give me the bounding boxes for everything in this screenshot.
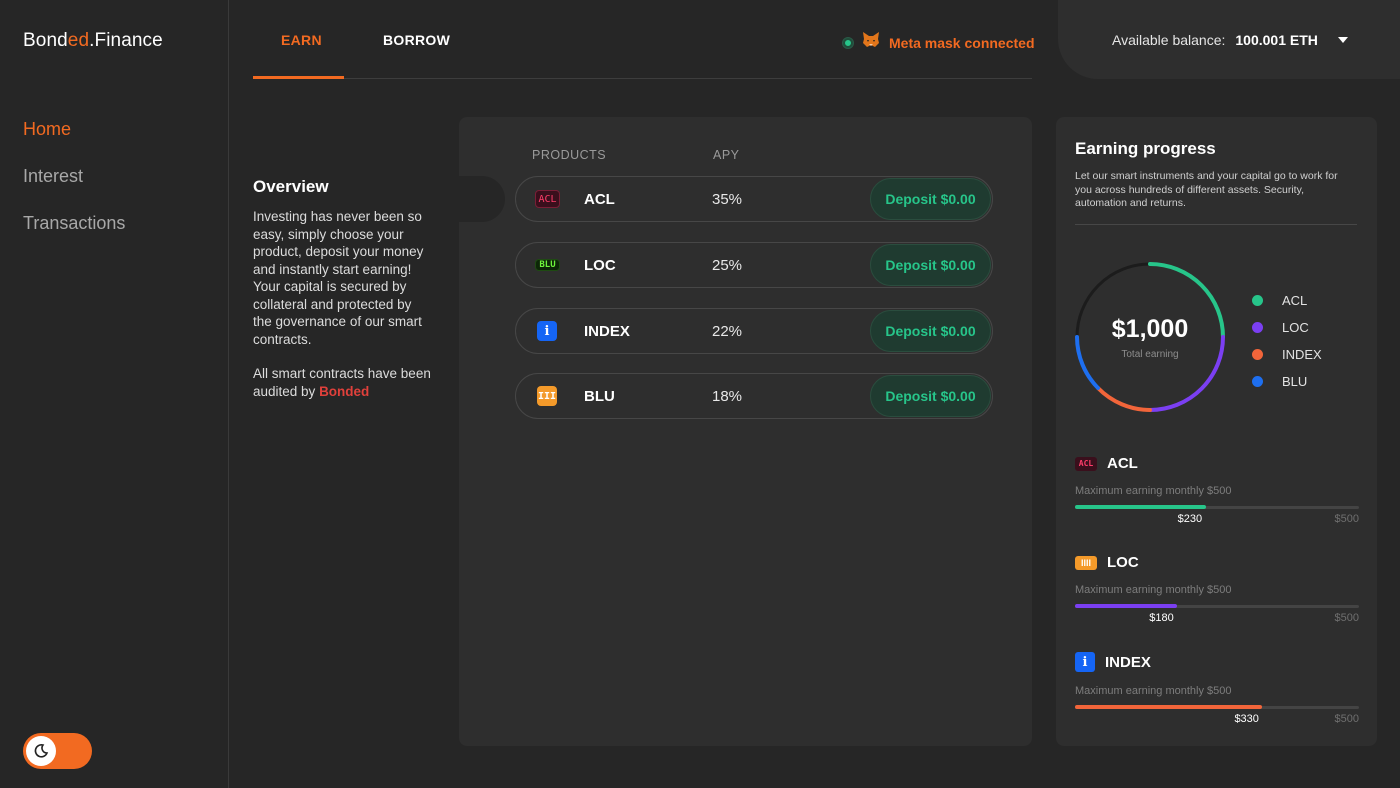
legend-item-blu: BLU	[1252, 368, 1322, 395]
donut-segment-blu	[1075, 335, 1100, 390]
deposit-button-blu[interactable]: Deposit $0.00	[870, 375, 991, 417]
product-name: INDEX	[584, 323, 630, 340]
legend-dot	[1252, 322, 1263, 333]
top-tabs: EARN BORROW	[253, 0, 1032, 79]
chevron-down-icon[interactable]	[1337, 37, 1348, 43]
progress-name: LOC	[1107, 554, 1139, 571]
progress-max: $500	[1334, 612, 1359, 624]
progress-max: $500	[1334, 713, 1359, 725]
overview-title: Overview	[253, 177, 329, 196]
wallet-status: Meta mask connected	[843, 31, 1035, 54]
legend-item-loc: LOC	[1252, 314, 1322, 341]
progress-name: ACL	[1107, 455, 1138, 472]
earning-title: Earning progress	[1075, 139, 1216, 158]
overview-body: Investing has never been so easy, simply…	[253, 209, 424, 347]
deposit-button-loc[interactable]: Deposit $0.00	[870, 244, 991, 286]
blu-icon: BLU	[535, 259, 560, 271]
legend-dot	[1252, 376, 1263, 387]
product-name: ACL	[584, 191, 615, 208]
balance-value: 100.001 ETH	[1235, 32, 1318, 48]
audit-note: All smart contracts have been audited by…	[253, 366, 431, 399]
progress-name: INDEX	[1105, 653, 1151, 671]
donut-segment-loc	[1148, 335, 1225, 412]
audit-brand-link[interactable]: Bonded	[319, 383, 370, 399]
deposit-button-index[interactable]: Deposit $0.00	[870, 310, 991, 352]
panel-notch	[459, 176, 505, 222]
bars-icon: IIII	[1075, 555, 1097, 570]
product-row-acl[interactable]: ACL ACL 35% Deposit $0.00	[515, 176, 993, 222]
progress-acl: ACL ACL Maximum earning monthly $500 $23…	[1075, 455, 1359, 529]
products-panel: PRODUCTS APY ACL ACL 35% Deposit $0.00 B…	[459, 117, 1032, 746]
sidebar-item-interest[interactable]: Interest	[23, 166, 84, 186]
progress-fill	[1075, 604, 1178, 608]
progress-index: i INDEX Maximum earning monthly $500 $33…	[1075, 652, 1359, 729]
progress-track	[1075, 505, 1359, 509]
tab-borrow[interactable]: BORROW	[383, 32, 451, 48]
active-tab-indicator	[253, 76, 344, 79]
progress-track	[1075, 705, 1359, 709]
tab-earn[interactable]: EARN	[281, 32, 322, 48]
progress-max: $500	[1334, 513, 1359, 525]
earning-donut-chart	[1075, 262, 1225, 412]
legend-item-acl: ACL	[1252, 287, 1322, 314]
products-column-header: PRODUCTS	[532, 148, 607, 162]
theme-toggle[interactable]	[23, 733, 92, 769]
donut-legend: ACL LOC INDEX BLU	[1252, 287, 1322, 395]
moon-icon	[26, 736, 56, 766]
legend-dot	[1252, 349, 1263, 360]
total-earning-label: Total earning	[1121, 349, 1179, 360]
balance-label: Available balance:	[1112, 32, 1226, 48]
progress-track	[1075, 604, 1359, 608]
wallet-status-label: Meta mask connected	[889, 34, 1035, 51]
bars-icon: III	[537, 386, 557, 406]
sidebar-item-home[interactable]: Home	[23, 119, 72, 139]
info-icon: i	[537, 321, 557, 341]
deposit-button-acl[interactable]: Deposit $0.00	[870, 178, 991, 220]
acl-icon: ACL	[535, 190, 560, 208]
product-apy: 35%	[712, 191, 743, 208]
balance-panel: Available balance: 100.001 ETH	[1058, 0, 1400, 79]
total-earning-value: $1,000	[1111, 315, 1189, 343]
sidebar-nav: Home Interest Transactions	[23, 118, 125, 259]
donut-segment-index	[1096, 386, 1152, 412]
product-apy: 18%	[712, 388, 743, 405]
progress-fill	[1075, 505, 1206, 509]
progress-loc: IIII LOC Maximum earning monthly $500 $1…	[1075, 554, 1359, 628]
apy-column-header: APY	[713, 148, 740, 162]
product-apy: 22%	[712, 323, 743, 340]
progress-current: $230	[1177, 513, 1203, 525]
sidebar: Bonded.Finance Home Interest Transaction…	[0, 0, 229, 788]
acl-icon: ACL	[1075, 456, 1097, 471]
app-logo[interactable]: Bonded.Finance	[23, 30, 163, 51]
connected-status-icon	[843, 37, 853, 48]
progress-max-label: Maximum earning monthly $500	[1075, 485, 1232, 497]
progress-current: $330	[1234, 713, 1259, 725]
info-icon: i	[1075, 652, 1095, 672]
divider	[1075, 224, 1357, 225]
earning-progress-panel: Earning progress Let our smart instrumen…	[1056, 117, 1377, 746]
sidebar-item-transactions[interactable]: Transactions	[23, 213, 126, 233]
donut-segment-acl	[1148, 262, 1225, 339]
product-name: BLU	[584, 388, 615, 405]
product-row-loc[interactable]: BLU LOC 25% Deposit $0.00	[515, 242, 993, 288]
progress-fill	[1075, 705, 1263, 709]
product-name: LOC	[584, 257, 616, 274]
overview-section: Overview Investing has never been so eas…	[253, 177, 433, 400]
product-row-blu[interactable]: III BLU 18% Deposit $0.00	[515, 373, 993, 419]
progress-max-label: Maximum earning monthly $500	[1075, 584, 1232, 596]
metamask-fox-icon	[861, 31, 881, 54]
product-row-index[interactable]: i INDEX 22% Deposit $0.00	[515, 308, 993, 354]
earning-description: Let our smart instruments and your capit…	[1075, 170, 1338, 209]
progress-current: $180	[1149, 612, 1174, 624]
legend-item-index: INDEX	[1252, 341, 1322, 368]
progress-max-label: Maximum earning monthly $500	[1075, 685, 1232, 697]
legend-dot	[1252, 295, 1263, 306]
product-apy: 25%	[712, 257, 743, 274]
